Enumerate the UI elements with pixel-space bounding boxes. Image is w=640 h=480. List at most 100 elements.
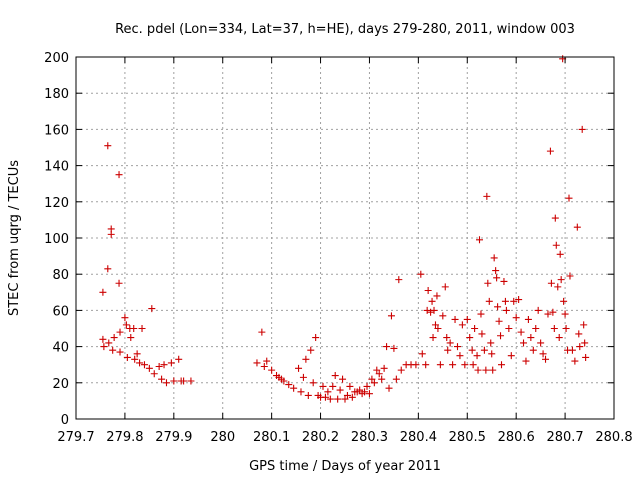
data-point [127,334,135,342]
grid [76,57,614,419]
data-point [537,339,545,347]
data-point [498,361,506,369]
data-point [427,308,435,316]
data-point [290,384,298,392]
x-tick-label: 280.3 [351,430,388,445]
data-point [99,335,107,343]
data-point [263,357,271,365]
x-tick-label: 280.2 [302,430,339,445]
y-tick-label: 160 [44,123,69,138]
data-point [285,381,293,389]
data-point [517,328,525,336]
data-point [346,382,354,390]
data-point [395,276,403,284]
data-point [383,343,391,351]
data-point [180,377,188,385]
data-point [121,314,129,322]
data-point [488,350,496,358]
data-point [466,334,474,342]
data-point [451,315,459,323]
x-tick-label: 280.5 [449,430,486,445]
data-point [573,223,581,231]
data-point [500,277,508,285]
data-point [493,274,501,282]
y-tick-label: 180 [44,87,69,102]
data-point [446,339,454,347]
data-point [341,395,349,403]
data-point [547,279,555,287]
data-point [582,353,590,361]
data-point [356,386,364,394]
data-point [471,325,479,332]
data-point [375,370,383,378]
data-point [167,359,175,367]
data-point [441,283,449,291]
data-point [456,352,464,360]
data-point [524,315,532,323]
data-point [110,334,118,342]
data-point [297,388,305,396]
data-point [336,386,344,394]
data-point [148,305,156,313]
data-point [539,350,547,358]
data-point [444,346,452,354]
data-point [385,384,393,392]
data-point [304,391,312,399]
data-point [138,325,146,332]
data-point [443,334,451,342]
data-point [380,364,388,372]
data-point [551,214,559,222]
data-point [123,353,131,361]
data-point [363,382,371,390]
axis-ticks: 279.7 279.8 279.9 280 280.1 280.2 280.3 280.4 28… [44,51,632,445]
x-tick-label: 279.8 [106,430,143,445]
data-point [331,372,339,380]
data-point [424,286,432,294]
data-point [458,321,466,329]
data-point [302,355,310,363]
data-point [507,352,515,360]
data-point [434,325,442,332]
data-point [546,147,554,155]
y-tick-label: 80 [52,268,69,283]
data-point [116,348,124,356]
data-point [468,346,476,354]
data-point [423,306,431,314]
data-point [544,310,552,318]
x-tick-label: 279.7 [57,430,94,445]
data-point [158,375,166,383]
data-point [258,328,266,336]
data-point [478,330,486,338]
data-point [365,390,373,398]
data-point [312,334,320,342]
data-point [476,236,483,244]
data-point [280,377,288,385]
data-point [160,361,168,369]
data-point [373,366,381,374]
data-point [116,328,124,336]
y-tick-label: 200 [44,51,69,66]
data-point [473,352,481,360]
data-point [532,325,540,332]
x-axis-label: GPS time / Days of year 2011 [249,459,441,474]
data-point [339,375,347,383]
y-tick-label: 60 [52,304,69,319]
data-point [556,250,564,258]
data-point [136,359,144,367]
data-point [107,230,115,238]
data-point [319,382,327,390]
data-point [431,321,439,329]
data-point [428,297,436,305]
data-points [99,55,590,403]
data-point [109,346,117,354]
data-point [99,288,107,296]
data-point [480,346,488,354]
data-point [392,375,400,383]
data-point [522,357,530,365]
x-tick-label: 280.6 [498,430,535,445]
data-point [483,192,491,200]
data-point [387,312,395,320]
data-point [155,363,163,371]
data-point [429,334,437,342]
data-point [561,310,569,318]
